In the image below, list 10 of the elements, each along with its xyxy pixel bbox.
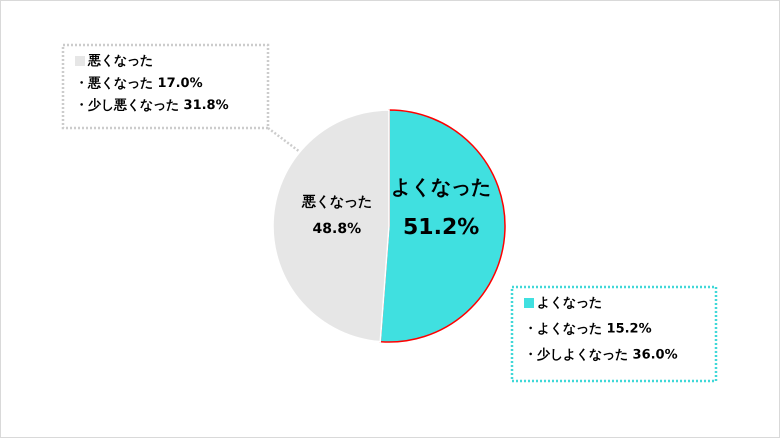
text: よくなった [537, 296, 602, 311]
text: ・少し悪くなった 31.8% [75, 98, 229, 114]
slice-label: よくなった [391, 174, 492, 198]
data-label: 51.2% [403, 214, 480, 240]
text: ・よくなった 15.2% [524, 322, 652, 337]
text: ・悪くなった 17.0% [75, 76, 203, 91]
text: ・少しよくなった 36.0% [524, 348, 678, 363]
text: 悪くなった [87, 54, 153, 69]
slice-label: 悪くなった [300, 194, 372, 210]
data-label: 48.8% [312, 220, 362, 237]
